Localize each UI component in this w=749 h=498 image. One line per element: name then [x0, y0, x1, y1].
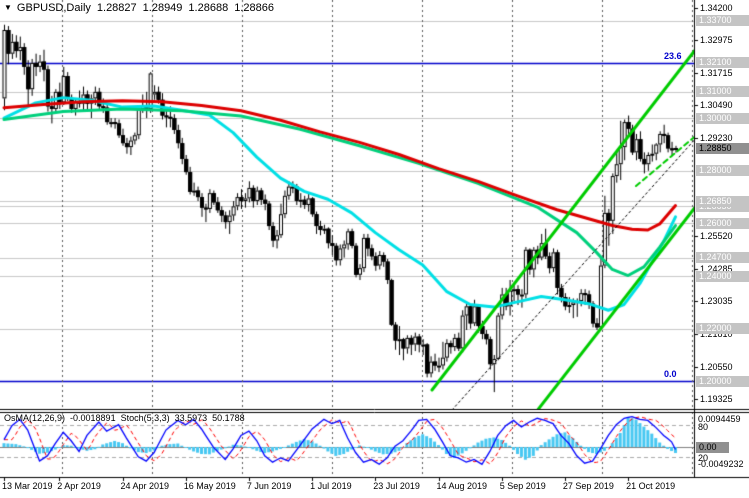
ohlc-close-value: 1.28866 [234, 2, 274, 14]
ohlc-open-value: 1.28827 [96, 2, 137, 14]
price-level-box: 1.22000 [696, 323, 749, 335]
price-tick-label: 1.30490 [700, 100, 733, 111]
price-tick-label: 1.19325 [700, 394, 733, 405]
price-level-box: 1.30000 [696, 112, 749, 124]
price-level-box: 1.26000 [696, 217, 749, 229]
time-tick-label: 23 Jul 2019 [373, 481, 420, 491]
price-level-box: 1.24700 [696, 252, 749, 264]
price-level-box: 1.33700 [696, 15, 749, 27]
time-tick-label: 2 Apr 2019 [57, 481, 101, 491]
price-tick-label: 1.20550 [700, 361, 733, 372]
price-tick-label: 1.31715 [700, 68, 733, 79]
osc-upper-level-label: 80 [698, 421, 709, 432]
osc-min-label: -0.0049232 [698, 459, 744, 469]
stoch-main-value: 33.5973 [174, 413, 208, 423]
time-tick-label: 5 Sep 2019 [499, 481, 546, 491]
symbol-dropdown-icon[interactable]: ▼ [4, 3, 12, 12]
price-level-box: 1.20000 [696, 375, 749, 387]
price-level-box: 1.28000 [696, 165, 749, 177]
current-price-box: 1.28850 [696, 142, 749, 154]
time-tick-label: 7 Jun 2019 [246, 481, 292, 491]
price-tick-label: 1.25520 [700, 231, 733, 242]
price-tick-label: 1.32975 [700, 34, 733, 45]
stoch-indicator-name: Stoch(5,3,3) [120, 413, 170, 423]
time-tick-label: 16 May 2019 [183, 481, 236, 491]
ohlc-low-value: 1.28688 [188, 2, 229, 14]
osc-lower-level-label: 20 [698, 452, 709, 463]
time-tick-label: 1 Jul 2019 [310, 481, 352, 491]
time-tick-label: 27 Sep 2019 [562, 481, 614, 491]
osma-indicator-value: -0.0018891 [70, 413, 116, 423]
fib-level-label: 23.6 [664, 50, 682, 61]
fib-level-label: 0.0 [664, 369, 677, 380]
chart-title-bar: ▼ GBPUSD,Daily 1.28827 1.28949 1.28688 1.2886… [4, 2, 280, 14]
osc-zero-box: 0.00 [696, 441, 729, 453]
time-tick-label: 21 Oct 2019 [626, 481, 676, 491]
osc-max-label: 0.0094459 [698, 414, 741, 424]
price-level-box: 1.26850 [696, 195, 749, 207]
price-tick-label: 1.23035 [700, 296, 733, 307]
time-tick-label: 24 Apr 2019 [120, 481, 170, 491]
symbol-timeframe-label: GBPUSD,Daily [16, 2, 91, 14]
osma-indicator-name: OsMA(12,26,9) [4, 413, 66, 423]
price-level-box: 1.31000 [696, 86, 749, 98]
ohlc-high-value: 1.28949 [142, 2, 183, 14]
price-tick-label: 1.34200 [700, 2, 733, 13]
price-tick-label: 1.29230 [700, 133, 733, 144]
price-level-box: 1.32100 [696, 57, 749, 69]
indicator-label-bar: OsMA(12,26,9) -0.0018891 Stoch(5,3,3) 33.59… [4, 413, 250, 423]
stoch-signal-value: 50.1788 [212, 413, 245, 423]
price-tick-label: 1.24285 [700, 263, 733, 274]
time-tick-label: 13 Mar 2019 [2, 481, 53, 491]
time-tick-label: 14 Aug 2019 [436, 481, 488, 491]
price-level-box: 1.24000 [696, 270, 749, 282]
